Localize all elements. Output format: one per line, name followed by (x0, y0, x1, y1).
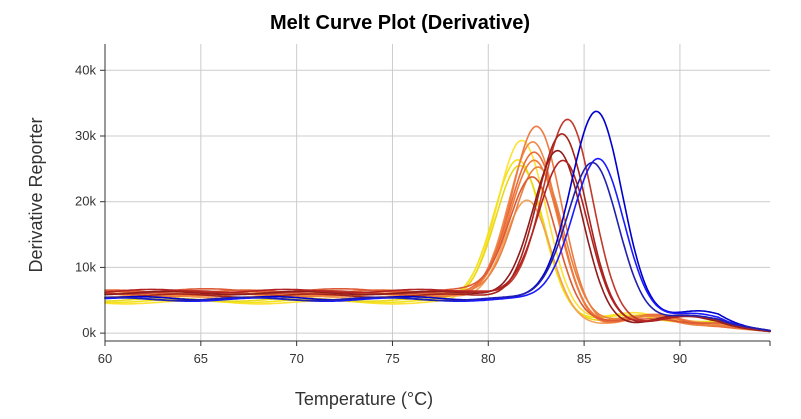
melt-curve-series-line (104, 176, 771, 332)
x-axis-label: Temperature (°C) (295, 389, 433, 409)
series-layer (104, 110, 771, 333)
axis-layer: 0k 10k 20k 30k 40k 60 65 70 75 80 85 90 (75, 44, 771, 366)
y-tick-label: 40k (75, 62, 96, 77)
melt-curve-series-line (104, 166, 771, 332)
melt-curve-series-line (104, 139, 771, 332)
y-axis-label: Derivative Reporter (26, 117, 46, 272)
melt-curve-series-line (104, 161, 771, 332)
x-tick-label: 90 (673, 351, 687, 366)
melt-curve-series-line (104, 157, 771, 332)
y-tick-label: 20k (75, 194, 96, 209)
melt-curve-series-line (104, 159, 771, 332)
melt-curve-series-line (104, 151, 771, 332)
melt-curve-series-line (104, 164, 771, 333)
y-tick-label: 30k (75, 128, 96, 143)
x-tick-label: 85 (577, 351, 591, 366)
melt-curve-series-line (104, 149, 771, 333)
x-tick-label: 65 (194, 351, 208, 366)
melt-curve-series-line (104, 159, 771, 333)
chart-title: Melt Curve Plot (Derivative) (270, 12, 530, 34)
y-tick-label: 10k (75, 259, 96, 274)
x-tick-label: 70 (289, 351, 303, 366)
x-tick-label: 80 (481, 351, 495, 366)
melt-curve-series-line (104, 141, 771, 333)
melt-curve-series-line (104, 159, 771, 332)
x-tick-label: 75 (385, 351, 399, 366)
x-tick-label: 60 (98, 351, 112, 366)
y-tick-label: 0k (82, 325, 96, 340)
